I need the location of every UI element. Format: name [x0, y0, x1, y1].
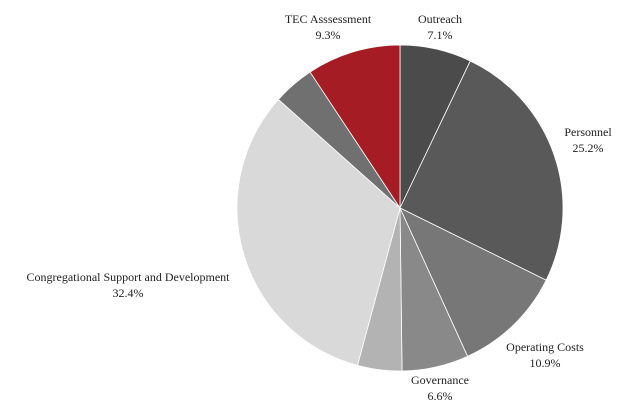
- slice-value-label: 9.3%: [316, 28, 341, 42]
- pie-slice: [236, 98, 401, 366]
- slice-value-label: 6.6%: [428, 389, 453, 400]
- slice-value-label: 10.9%: [530, 356, 561, 370]
- slice-label: Governance: [411, 373, 469, 387]
- slice-label: Operating Costs: [506, 340, 584, 354]
- slice-label: Congregational Support and Development: [27, 270, 231, 284]
- slice-value-label: 25.2%: [573, 141, 604, 155]
- pie-slice: [399, 60, 564, 281]
- slice-label: Personnel: [564, 125, 612, 139]
- pie-slice: [309, 44, 401, 210]
- slice-value-label: 32.4%: [113, 286, 144, 300]
- slice-value-label: 7.1%: [428, 28, 453, 42]
- slice-label: TEC Asssessment: [285, 12, 372, 26]
- pie-slice: [399, 207, 547, 357]
- slice-label: Outreach: [418, 12, 462, 26]
